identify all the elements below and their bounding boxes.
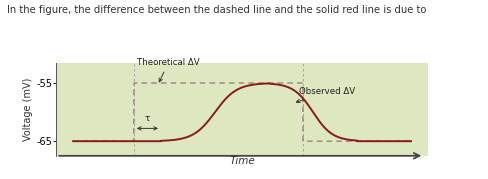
Text: Theoretical ΔV: Theoretical ΔV	[137, 58, 200, 82]
Y-axis label: Voltage (mV): Voltage (mV)	[23, 78, 33, 141]
Text: Time: Time	[229, 156, 254, 166]
Text: Observed ΔV: Observed ΔV	[296, 87, 355, 103]
Text: In the figure, the difference between the dashed line and the solid red line is : In the figure, the difference between th…	[7, 5, 426, 15]
Text: τ: τ	[144, 114, 150, 123]
